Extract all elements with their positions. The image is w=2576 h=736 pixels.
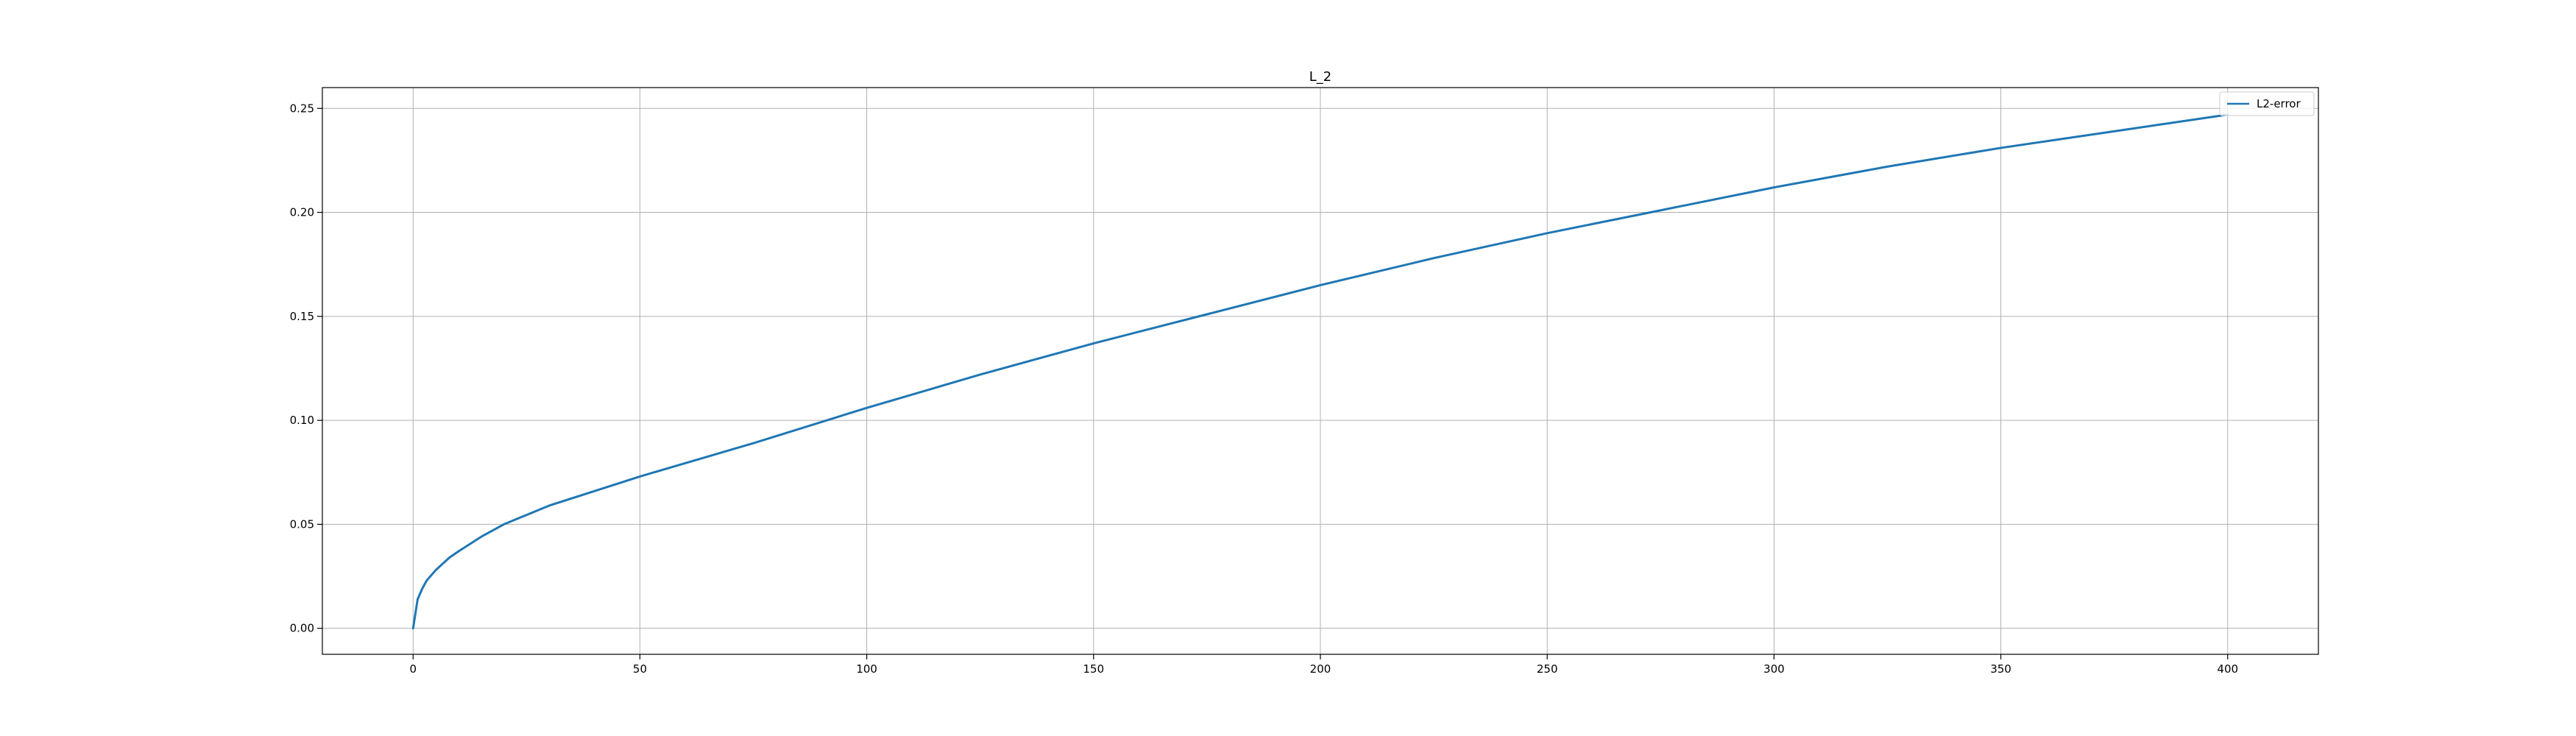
y-tick-label: 0.20 <box>290 206 314 219</box>
x-axis-ticks: 0 50 100 150 200 250 300 350 400 <box>409 654 2238 676</box>
x-tick-label: 250 <box>1537 662 1558 676</box>
y-tick-label: 0.15 <box>290 310 314 323</box>
series-line-l2-error <box>411 113 2229 630</box>
x-tick-label: 200 <box>1310 662 1331 676</box>
x-tick-label: 400 <box>2217 662 2238 676</box>
y-tick-label: 0.00 <box>290 622 314 635</box>
series-layer <box>411 113 2229 630</box>
legend: L2-error <box>2219 91 2315 116</box>
y-tick-label: 0.10 <box>290 414 314 427</box>
x-tick-label: 50 <box>633 662 647 676</box>
x-tick-label: 100 <box>856 662 877 676</box>
x-tick-label: 350 <box>1990 662 2011 676</box>
legend-label: L2-error <box>2257 97 2301 110</box>
x-tick-label: 300 <box>1763 662 1785 676</box>
grid-lines <box>322 88 2318 654</box>
x-tick-label: 0 <box>409 662 417 676</box>
x-tick-label: 150 <box>1083 662 1104 676</box>
y-tick-label: 0.05 <box>290 517 314 531</box>
legend-box <box>2219 91 2315 116</box>
y-axis-ticks: 0.00 0.05 0.10 0.15 0.20 0.25 <box>290 102 322 635</box>
y-tick-label: 0.25 <box>290 102 314 115</box>
chart-title: L_2 <box>1309 69 1331 85</box>
